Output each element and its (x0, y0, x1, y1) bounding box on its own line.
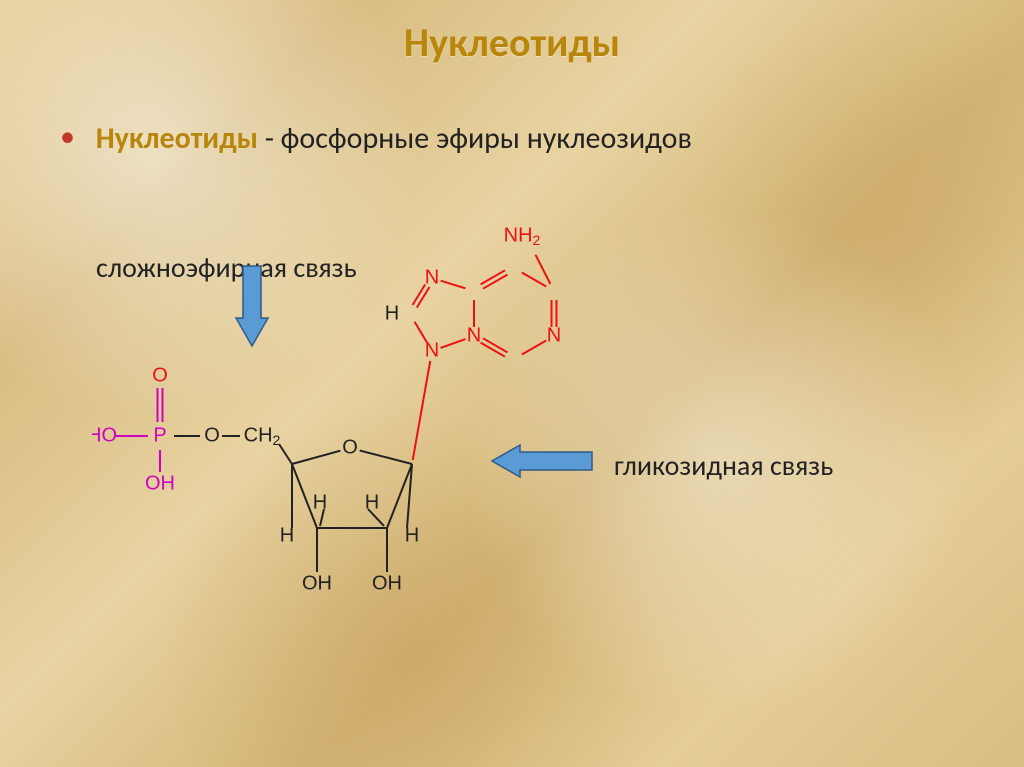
svg-text:N: N (547, 324, 561, 346)
nucleotide-structure-diagram: HOPOOHOCH2OHHHHOHOHNNNNNH2H (92, 216, 732, 646)
svg-text:N: N (425, 339, 439, 361)
svg-text:O: O (152, 364, 168, 386)
svg-text:HO: HO (92, 424, 117, 446)
svg-text:P: P (153, 424, 166, 446)
svg-text:H: H (313, 491, 327, 513)
svg-text:NH2: NH2 (504, 224, 541, 247)
svg-text:O: O (204, 424, 220, 446)
svg-text:H: H (365, 491, 379, 513)
svg-text:OH: OH (372, 572, 402, 594)
svg-text:H: H (385, 302, 399, 324)
bullet-term: Нуклеотиды (96, 120, 258, 157)
slide: Нуклеотиды • Нуклеотиды - фосфорные эфир… (0, 0, 1024, 767)
bullet-text: - фосфорные эфиры нуклеозидов (258, 120, 692, 157)
svg-text:N: N (467, 324, 481, 346)
svg-text:OH: OH (302, 572, 332, 594)
bullet-dot-icon: • (60, 118, 75, 155)
svg-text:CH2: CH2 (244, 424, 281, 447)
definition-bullet: • Нуклеотиды - фосфорные эфиры нуклеозид… (60, 118, 692, 157)
slide-title: Нуклеотиды (0, 18, 1024, 67)
svg-text:O: O (342, 436, 358, 458)
svg-text:OH: OH (145, 472, 175, 494)
svg-text:N: N (425, 266, 439, 288)
